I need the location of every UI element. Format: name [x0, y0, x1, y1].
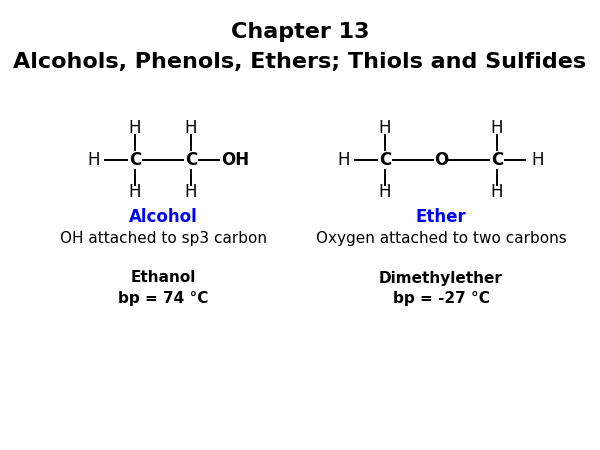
Text: bp = -27 °C: bp = -27 °C: [392, 291, 490, 306]
Text: H: H: [379, 119, 391, 137]
Text: Alcohols, Phenols, Ethers; Thiols and Sulfides: Alcohols, Phenols, Ethers; Thiols and Su…: [13, 52, 587, 72]
Text: Dimethylether: Dimethylether: [379, 270, 503, 285]
Text: Ether: Ether: [416, 208, 466, 226]
Text: C: C: [129, 151, 141, 169]
Text: H: H: [185, 183, 197, 201]
Text: bp = 74 °C: bp = 74 °C: [118, 291, 208, 306]
Text: Ethanol: Ethanol: [130, 270, 196, 285]
Text: OH: OH: [221, 151, 249, 169]
Text: Alcohol: Alcohol: [128, 208, 197, 226]
Text: H: H: [185, 119, 197, 137]
Text: H: H: [338, 151, 350, 169]
Text: Oxygen attached to two carbons: Oxygen attached to two carbons: [316, 230, 566, 246]
Text: H: H: [379, 183, 391, 201]
Text: OH attached to sp3 carbon: OH attached to sp3 carbon: [59, 230, 266, 246]
Text: H: H: [491, 119, 503, 137]
Text: H: H: [532, 151, 544, 169]
Text: C: C: [491, 151, 503, 169]
Text: Chapter 13: Chapter 13: [231, 22, 369, 42]
Text: H: H: [129, 119, 141, 137]
Text: C: C: [379, 151, 391, 169]
Text: H: H: [88, 151, 100, 169]
Text: H: H: [129, 183, 141, 201]
Text: O: O: [434, 151, 448, 169]
Text: H: H: [491, 183, 503, 201]
Text: C: C: [185, 151, 197, 169]
